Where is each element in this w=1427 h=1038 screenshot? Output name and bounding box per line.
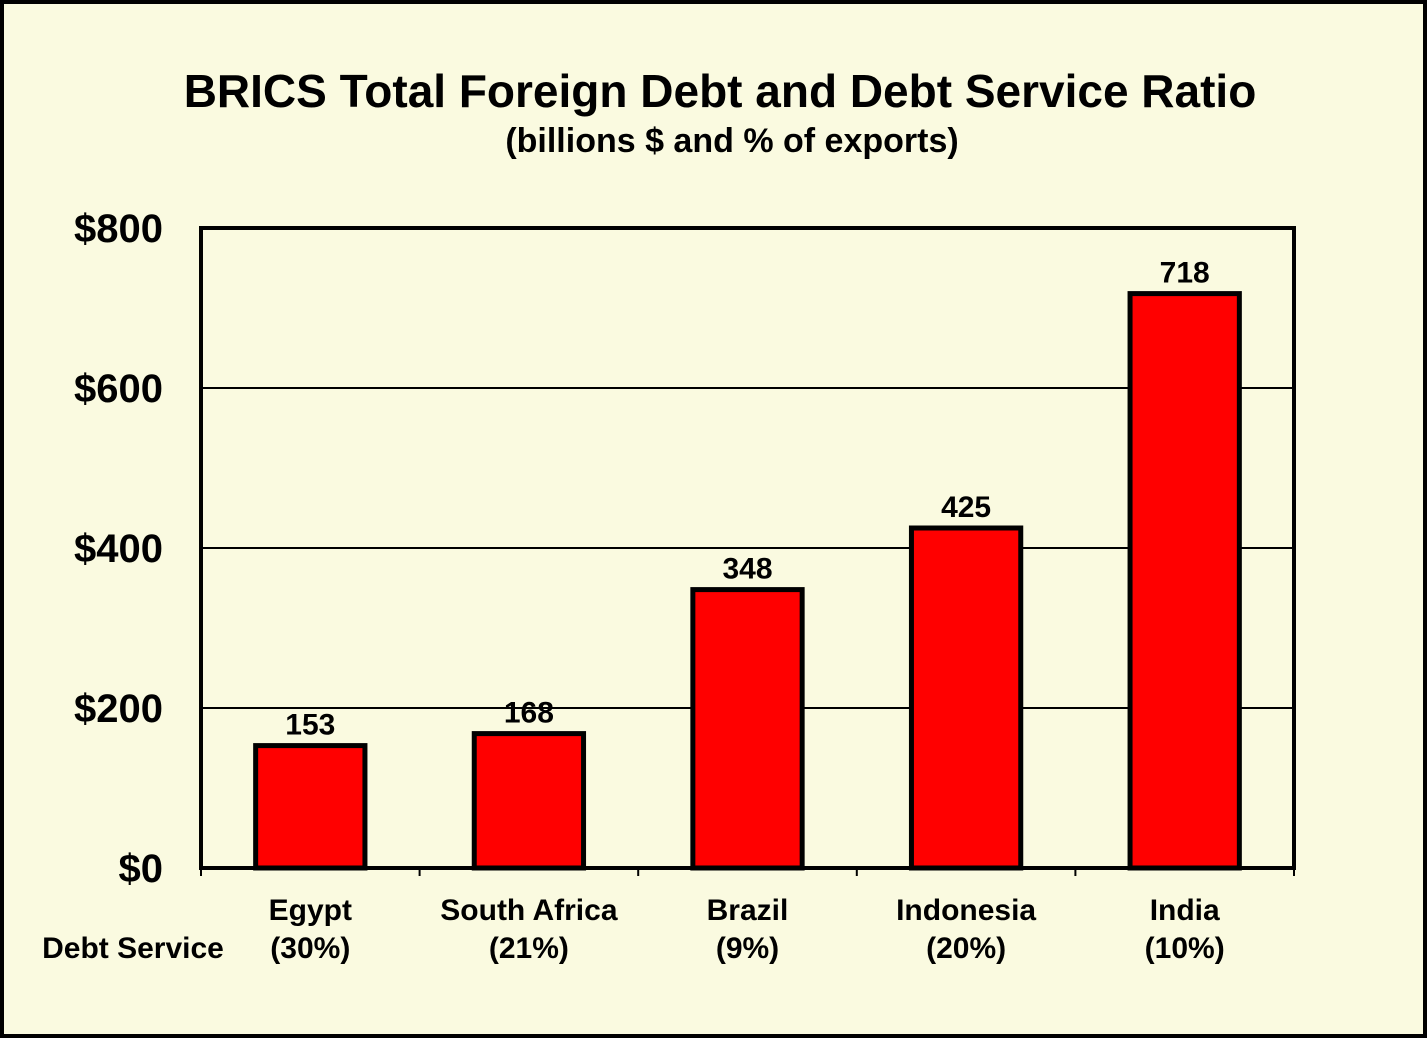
bar-india: [1127, 291, 1242, 871]
data-label: 153: [285, 709, 335, 742]
plot-area: [199, 226, 1296, 870]
x-tick-label: Egypt: [269, 894, 352, 927]
y-tick-label: $200: [74, 687, 163, 731]
y-axis-ticks: $0 $200 $400 $600 $800: [74, 207, 163, 891]
x-tick-sublabel: (10%): [1145, 932, 1225, 965]
x-tick-sublabel: (30%): [270, 932, 350, 965]
row-label-debt-service: Debt Service: [42, 932, 224, 965]
x-tick-sublabel: (21%): [489, 932, 569, 965]
x-tick-label: South Africa: [440, 894, 618, 927]
data-label: 425: [941, 491, 991, 524]
chart-subtitle: (billions $ and % of exports): [505, 122, 958, 160]
x-tick-label: Indonesia: [896, 894, 1036, 927]
y-tick-label: $0: [119, 847, 164, 891]
x-tick-label: Brazil: [707, 894, 789, 927]
data-label: 168: [504, 697, 554, 730]
chart-title: BRICS Total Foreign Debt and Debt Servic…: [184, 65, 1257, 117]
bar-brazil: [690, 587, 805, 871]
x-axis-labels: Egypt (30%) South Africa (21%) Brazil (9%) Ind…: [269, 894, 1225, 965]
bars: [253, 291, 1242, 871]
y-tick-label: $800: [74, 207, 163, 251]
bar-egypt: [253, 743, 368, 871]
bar-south-africa: [471, 731, 587, 871]
data-label: 718: [1160, 257, 1210, 290]
x-tick-sublabel: (9%): [716, 932, 779, 965]
x-tick-sublabel: (20%): [926, 932, 1006, 965]
y-tick-label: $400: [74, 527, 163, 571]
data-labels: 153 168 348 425 718: [285, 257, 1209, 742]
bar-indonesia: [908, 525, 1024, 871]
data-label: 348: [722, 553, 772, 586]
x-tick-label: India: [1150, 894, 1220, 927]
y-tick-label: $600: [74, 367, 163, 411]
